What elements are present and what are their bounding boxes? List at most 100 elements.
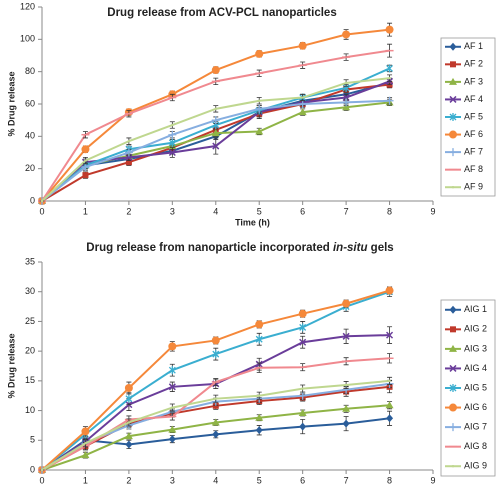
legend-marker xyxy=(449,344,457,352)
marker xyxy=(214,397,217,400)
marker xyxy=(84,159,87,162)
y-tick-label: 100 xyxy=(20,34,35,44)
marker xyxy=(342,332,350,340)
legend-label: AF 3 xyxy=(464,76,483,86)
legend-marker xyxy=(451,186,455,189)
x-tick-label: 8 xyxy=(387,475,392,485)
marker xyxy=(40,199,44,203)
marker xyxy=(82,172,89,179)
title-run: in-situ xyxy=(333,242,368,254)
legend-marker xyxy=(449,130,457,139)
marker xyxy=(211,418,220,426)
x-tick-label: 7 xyxy=(344,206,349,216)
x-tick-label: 1 xyxy=(83,206,88,216)
marker xyxy=(298,408,307,416)
legend-marker xyxy=(449,95,457,103)
y-tick-label: 0 xyxy=(30,464,35,474)
marker xyxy=(344,383,348,387)
y-tick-label: 80 xyxy=(25,66,35,76)
marker xyxy=(299,338,307,346)
marker xyxy=(212,142,220,150)
chart-title: Drug release from ACV-PCL nanoparticles xyxy=(107,7,336,19)
marker xyxy=(255,335,263,344)
marker xyxy=(386,331,394,339)
x-tick-label: 6 xyxy=(300,475,305,485)
legend-marker xyxy=(449,423,457,432)
legend-label: AIG 2 xyxy=(464,324,487,334)
marker xyxy=(211,66,220,75)
marker xyxy=(124,148,133,157)
marker xyxy=(168,138,176,147)
marker xyxy=(342,103,351,111)
marker xyxy=(171,406,174,409)
legend-marker xyxy=(449,42,457,51)
marker xyxy=(299,422,307,431)
marker xyxy=(342,98,351,107)
marker xyxy=(127,139,131,143)
marker xyxy=(386,64,394,73)
marker xyxy=(81,451,90,459)
legend-label: AIG 4 xyxy=(464,363,487,373)
legend-label: AF 1 xyxy=(464,41,483,51)
marker xyxy=(298,309,307,318)
y-axis-label: % Drug release xyxy=(6,71,16,136)
y-tick-label: 35 xyxy=(25,256,35,266)
legend-marker xyxy=(450,61,456,68)
x-tick-label: 9 xyxy=(430,475,435,485)
marker xyxy=(386,414,394,423)
y-tick-label: 0 xyxy=(30,195,35,205)
marker xyxy=(385,286,394,295)
legend-marker xyxy=(450,326,456,333)
legend-marker xyxy=(449,403,457,412)
y-tick-label: 25 xyxy=(25,316,35,326)
marker xyxy=(124,432,133,440)
y-tick-label: 5 xyxy=(30,435,35,445)
legend-label: AIG 9 xyxy=(464,461,487,471)
y-tick-label: 60 xyxy=(25,98,35,108)
legend-label: AF 6 xyxy=(464,129,483,139)
marker xyxy=(211,129,220,137)
marker xyxy=(40,468,44,472)
marker xyxy=(81,163,90,172)
legend-label: AIG 1 xyxy=(464,304,487,314)
marker xyxy=(385,96,394,105)
marker xyxy=(168,342,177,351)
marker xyxy=(171,123,174,127)
y-tick-label: 20 xyxy=(25,163,35,173)
marker xyxy=(168,435,176,444)
x-tick-label: 3 xyxy=(170,475,175,485)
legend-label: AF 4 xyxy=(464,94,483,104)
legend-marker xyxy=(449,77,457,85)
legend-label: AIG 3 xyxy=(464,343,487,353)
marker xyxy=(211,116,220,125)
y-tick-label: 40 xyxy=(25,131,35,141)
marker xyxy=(298,100,307,108)
title-run: Drug release from nanoparticle incorpora… xyxy=(86,242,333,254)
legend-label: AF 5 xyxy=(464,111,483,121)
marker xyxy=(255,49,264,58)
legend-label: AF 9 xyxy=(464,182,483,192)
legend-marker xyxy=(449,384,457,392)
marker xyxy=(255,413,264,421)
marker xyxy=(125,440,133,449)
marker xyxy=(168,383,176,391)
marker xyxy=(168,148,176,157)
x-tick-label: 3 xyxy=(170,206,175,216)
x-tick-label: 9 xyxy=(430,206,435,216)
y-tick-label: 10 xyxy=(25,405,35,415)
marker xyxy=(298,391,307,400)
marker xyxy=(212,350,220,359)
marker xyxy=(125,159,132,166)
marker xyxy=(258,99,261,102)
marker xyxy=(127,421,131,424)
marker xyxy=(298,108,307,116)
legend-label: AIG 8 xyxy=(464,441,487,451)
y-tick-label: 120 xyxy=(20,1,35,11)
chart-title: Drug release from nanoparticle incorpora… xyxy=(86,242,393,254)
y-tick-label: 30 xyxy=(25,286,35,296)
legend-label: AIG 5 xyxy=(464,382,487,392)
marker xyxy=(125,394,133,403)
marker xyxy=(342,404,351,412)
x-tick-label: 1 xyxy=(83,475,88,485)
legend-marker xyxy=(449,113,457,121)
